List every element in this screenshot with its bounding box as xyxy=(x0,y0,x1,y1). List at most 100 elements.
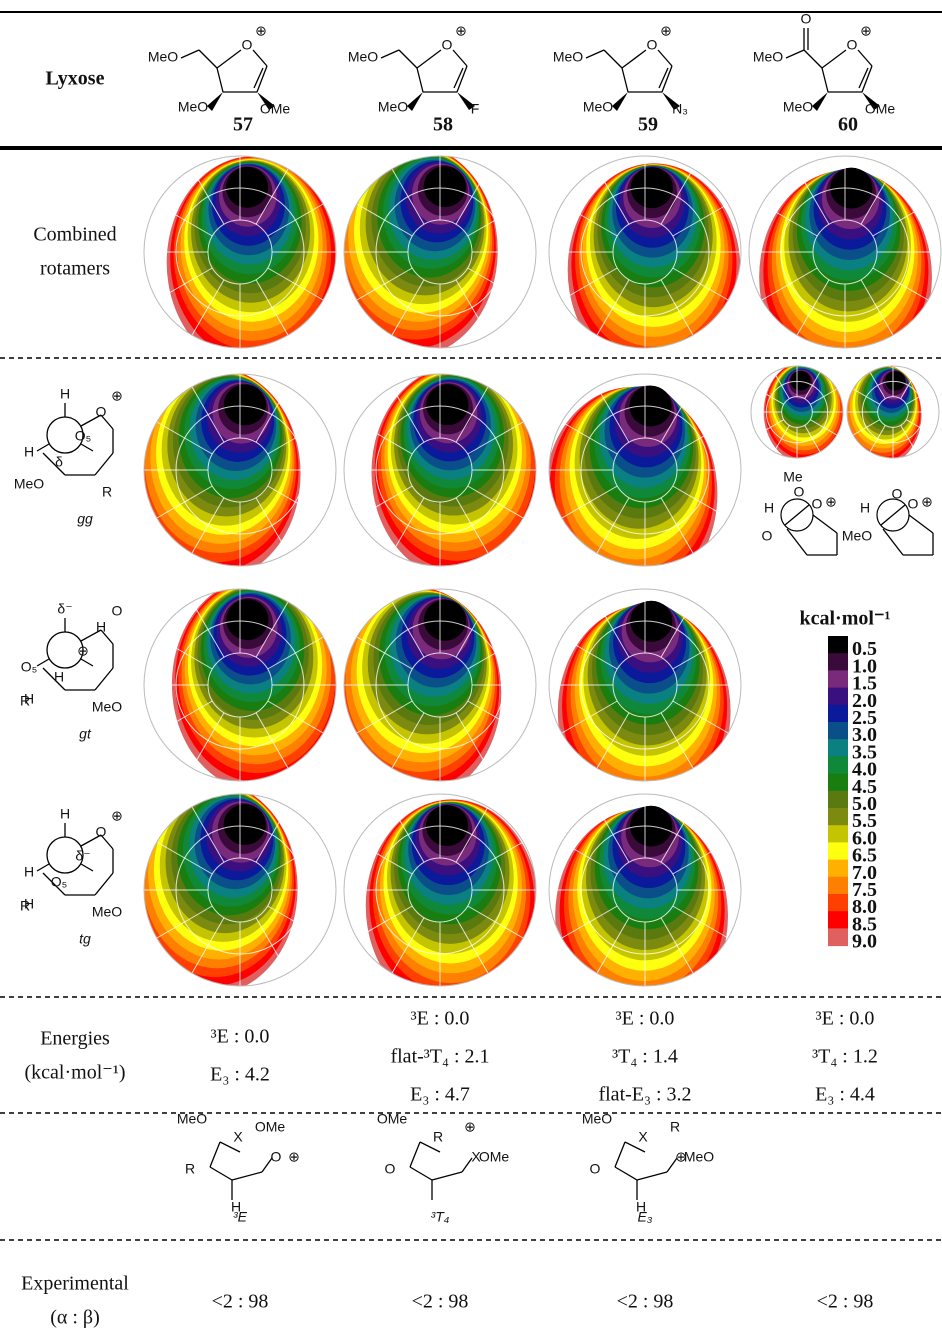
bond xyxy=(216,49,242,69)
substituent: MeO xyxy=(783,99,813,115)
polar-grid xyxy=(455,168,489,225)
polar-grid xyxy=(267,700,324,734)
contour-band xyxy=(423,166,466,208)
polar-grid xyxy=(255,386,289,443)
polar-grid xyxy=(596,386,630,443)
wedge xyxy=(812,92,828,111)
bond xyxy=(784,504,810,526)
atom-label: OMe xyxy=(255,1119,286,1135)
bond xyxy=(409,1166,433,1181)
bond xyxy=(80,414,102,427)
bond xyxy=(209,1141,221,1168)
contour-band xyxy=(225,166,269,208)
polar-grid xyxy=(156,267,213,301)
energy-value: ³E : 0.0 xyxy=(616,1008,675,1030)
row-label: Experimental xyxy=(21,1273,129,1295)
polar-grid xyxy=(255,601,289,658)
newman-label: O xyxy=(794,484,805,500)
polar-grid xyxy=(672,905,729,939)
newman-label: R xyxy=(20,898,30,914)
contour-plot xyxy=(344,589,536,781)
bond xyxy=(624,1141,646,1153)
polar-grid xyxy=(761,267,818,301)
contour-band xyxy=(790,370,811,391)
colorbar-swatch xyxy=(828,894,848,912)
plot-outline xyxy=(343,588,537,782)
polar-grid xyxy=(191,279,225,336)
polar-grid xyxy=(660,168,694,225)
bond xyxy=(198,49,218,69)
newman-label: δ⁻ xyxy=(57,601,72,617)
polar-grid xyxy=(455,917,489,974)
bond xyxy=(658,67,669,89)
polar-grid xyxy=(467,636,524,670)
contour-plot xyxy=(847,366,939,458)
polar-grid xyxy=(561,841,618,875)
contour-plot xyxy=(749,156,941,348)
plot-outline xyxy=(748,155,942,349)
colorbar-swatch xyxy=(828,859,848,878)
rotamer-name: gg xyxy=(77,511,93,527)
contour-band xyxy=(423,599,467,641)
polar-grid xyxy=(391,712,425,769)
polar-grid xyxy=(672,421,729,455)
polar-grid xyxy=(561,905,618,939)
atom: O xyxy=(442,37,453,53)
substituent: MeO xyxy=(178,99,208,115)
polar-grid xyxy=(255,497,289,554)
table-title: Lyxose xyxy=(46,68,105,90)
bond xyxy=(409,1141,421,1168)
row-label: Energies xyxy=(40,1028,110,1050)
polar-grid xyxy=(672,485,729,519)
bond xyxy=(812,514,838,534)
colorbar-swatch xyxy=(828,808,848,826)
contour-plot xyxy=(144,374,336,566)
polar-grid xyxy=(596,279,630,336)
contour-band xyxy=(425,805,469,847)
polar-grid xyxy=(561,203,618,237)
bond xyxy=(180,49,200,59)
bond xyxy=(380,49,400,59)
polar-grid xyxy=(455,601,489,658)
polar-grid xyxy=(356,203,413,237)
colorbar-label: 7.0 xyxy=(852,862,877,884)
bond xyxy=(42,872,66,896)
contour-band xyxy=(223,804,266,846)
substituent: N₃ xyxy=(672,101,688,117)
atom-label: R xyxy=(433,1129,443,1145)
polar-grid xyxy=(391,806,425,863)
bond xyxy=(209,1166,233,1181)
polar-grid xyxy=(156,905,213,939)
substituent: OMe xyxy=(865,101,896,117)
contour-band xyxy=(223,384,267,426)
polar-grid xyxy=(756,388,784,405)
colorbar-label: 6.0 xyxy=(852,827,877,849)
polar-grid xyxy=(467,905,524,939)
newman-label: O xyxy=(96,404,107,420)
bond xyxy=(36,658,50,667)
colorbar-swatch xyxy=(828,670,848,689)
newman-label: R xyxy=(102,484,112,500)
dividers xyxy=(0,357,942,1241)
newman-label: MeO xyxy=(842,528,872,544)
bond xyxy=(621,67,629,93)
newman-label: O xyxy=(762,528,773,544)
newman-label: H xyxy=(96,619,106,635)
bond xyxy=(416,67,424,93)
row-label: (α : β) xyxy=(50,1307,100,1329)
polar-grid xyxy=(561,636,618,670)
compound-number: 59 xyxy=(638,114,658,136)
bond xyxy=(452,49,468,67)
polar-grid xyxy=(596,601,630,658)
rotamer-name: tg xyxy=(79,931,91,947)
bond xyxy=(253,67,264,89)
contour-band xyxy=(630,167,673,209)
plot-outline xyxy=(143,793,337,987)
polar-grid xyxy=(596,917,630,974)
polar-grid xyxy=(267,636,324,670)
atom-label: ⊕ xyxy=(288,1149,300,1165)
charge: ⊕ xyxy=(455,23,467,39)
colorbar-label: 3.5 xyxy=(852,741,877,763)
colorbar-label: 5.0 xyxy=(852,793,877,815)
bond xyxy=(786,528,808,556)
